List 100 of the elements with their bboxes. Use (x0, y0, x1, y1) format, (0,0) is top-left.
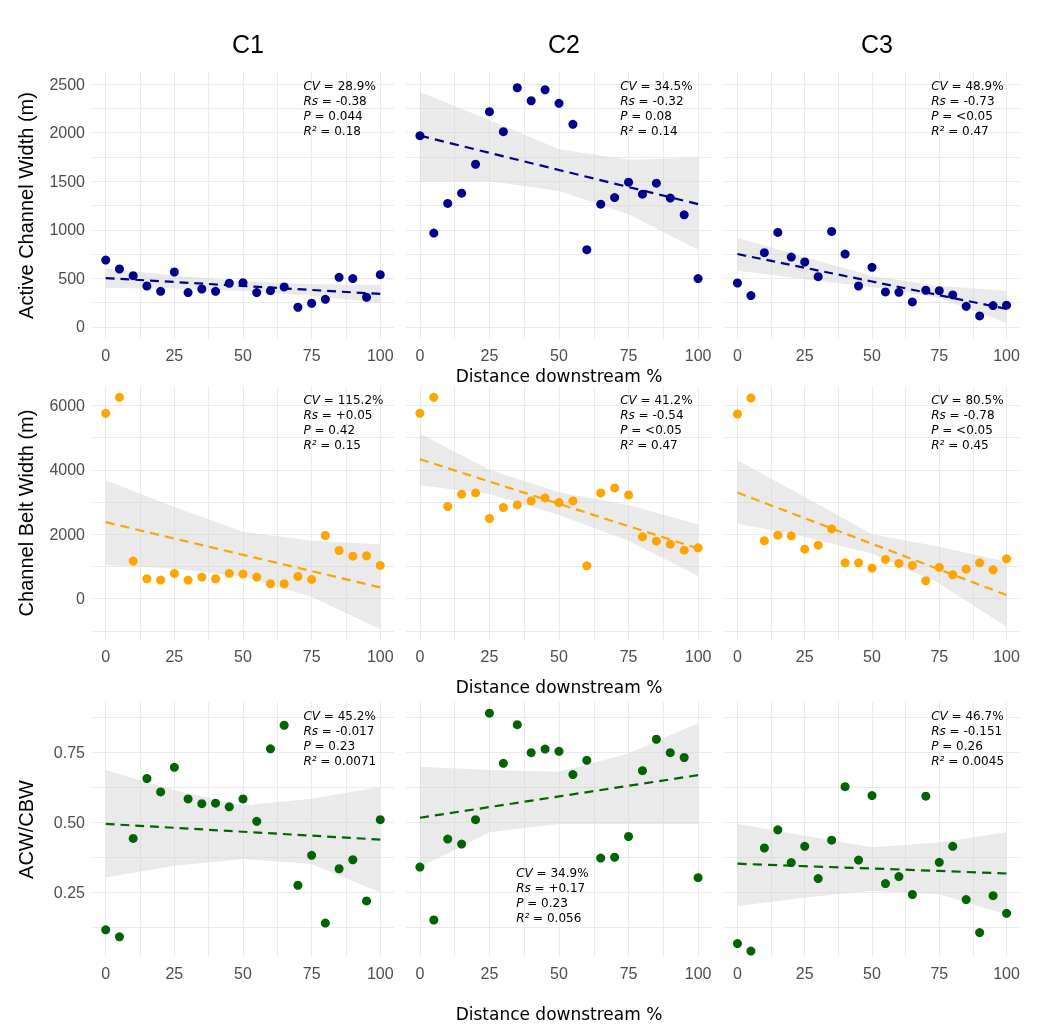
point (101, 255, 111, 265)
point (540, 744, 550, 754)
annotation: R² = 0.14 (620, 124, 678, 139)
x-tick-label: 0 (101, 964, 111, 982)
point (637, 189, 647, 199)
y-tick-label: 2000 (49, 124, 86, 142)
point (334, 545, 344, 555)
point (867, 563, 877, 573)
x-tick-label: 50 (550, 346, 568, 364)
point (624, 490, 634, 500)
x-tick-label: 25 (480, 647, 499, 665)
point (693, 543, 703, 553)
point (498, 503, 508, 513)
x-tick-label: 0 (415, 346, 425, 364)
point (252, 288, 262, 298)
point (197, 799, 207, 809)
point (443, 198, 453, 208)
x-tick-label: 100 (366, 346, 394, 364)
point (582, 561, 592, 571)
point (471, 159, 481, 169)
point (948, 290, 958, 300)
x-tick-label: 0 (733, 346, 742, 364)
point (867, 262, 877, 272)
point (746, 291, 756, 301)
x-tick-label: 75 (619, 346, 638, 364)
point (415, 862, 425, 872)
annotation: P = 0.23 (303, 738, 356, 753)
point (307, 850, 317, 860)
point (693, 274, 703, 284)
point (854, 855, 864, 865)
point (827, 524, 837, 534)
point (512, 720, 522, 730)
x-tick-label: 25 (165, 964, 184, 982)
x-tick-label: 75 (302, 346, 321, 364)
point (759, 536, 769, 546)
point (415, 131, 425, 141)
point (334, 864, 344, 874)
x-tick-label: 25 (480, 346, 499, 364)
point (568, 119, 578, 129)
point (867, 791, 877, 801)
annotation: P = <0.05 (931, 109, 993, 124)
point (568, 770, 578, 780)
point (637, 766, 647, 776)
point (498, 127, 508, 137)
x-tick-label: 25 (795, 964, 814, 982)
point (907, 297, 917, 307)
x-tick-label: 100 (993, 346, 1020, 364)
point (484, 514, 494, 524)
point (211, 286, 221, 296)
point (142, 281, 152, 291)
x-tick-label: 75 (302, 964, 321, 982)
point (961, 564, 971, 574)
point (526, 496, 536, 506)
x-tick-label: 50 (234, 647, 252, 665)
point (637, 532, 647, 542)
point (813, 272, 823, 282)
point (320, 918, 330, 928)
x-tick-label: 25 (795, 346, 814, 364)
y-tick-label: 4000 (49, 461, 86, 479)
x-tick-label: 0 (415, 647, 425, 665)
point (961, 895, 971, 905)
annotation: P = 0.08 (620, 109, 672, 124)
x-tick-label: 0 (733, 647, 742, 665)
point (732, 409, 742, 419)
annotation: R² = 0.47 (931, 124, 989, 139)
point (907, 890, 917, 900)
point (101, 408, 111, 418)
point (169, 267, 179, 277)
point (840, 558, 850, 568)
point (114, 392, 124, 402)
annotation: Rs = -0.32 (620, 94, 684, 109)
x-tick-label: 75 (930, 647, 949, 665)
y-tick-label: 0.75 (53, 743, 86, 761)
y-tick-label: 0.50 (53, 813, 86, 831)
y-tick-label: 0.25 (53, 884, 86, 902)
x-tick-label: 25 (165, 346, 184, 364)
point (813, 540, 823, 550)
point (183, 575, 193, 585)
y-axis-title: Active Channel Width (m) (15, 92, 37, 319)
point (800, 841, 810, 851)
point (457, 489, 467, 499)
point (746, 393, 756, 403)
point (800, 544, 810, 554)
annotation: R² = 0.0071 (303, 753, 377, 768)
annotation: P = 0.23 (516, 895, 568, 910)
x-tick-label: 100 (366, 964, 394, 982)
point (362, 896, 372, 906)
y-tick-label: 2500 (49, 75, 86, 93)
y-tick-label: 1000 (49, 221, 86, 239)
point (128, 556, 138, 566)
point (197, 572, 207, 582)
annotation: R² = 0.47 (620, 437, 678, 452)
x-tick-label: 75 (619, 647, 638, 665)
point (554, 746, 564, 756)
point (348, 855, 358, 865)
annotation: Rs = -0.78 (931, 407, 995, 422)
point (512, 500, 522, 510)
point (934, 562, 944, 572)
point (786, 531, 796, 541)
line-series (104, 521, 382, 589)
